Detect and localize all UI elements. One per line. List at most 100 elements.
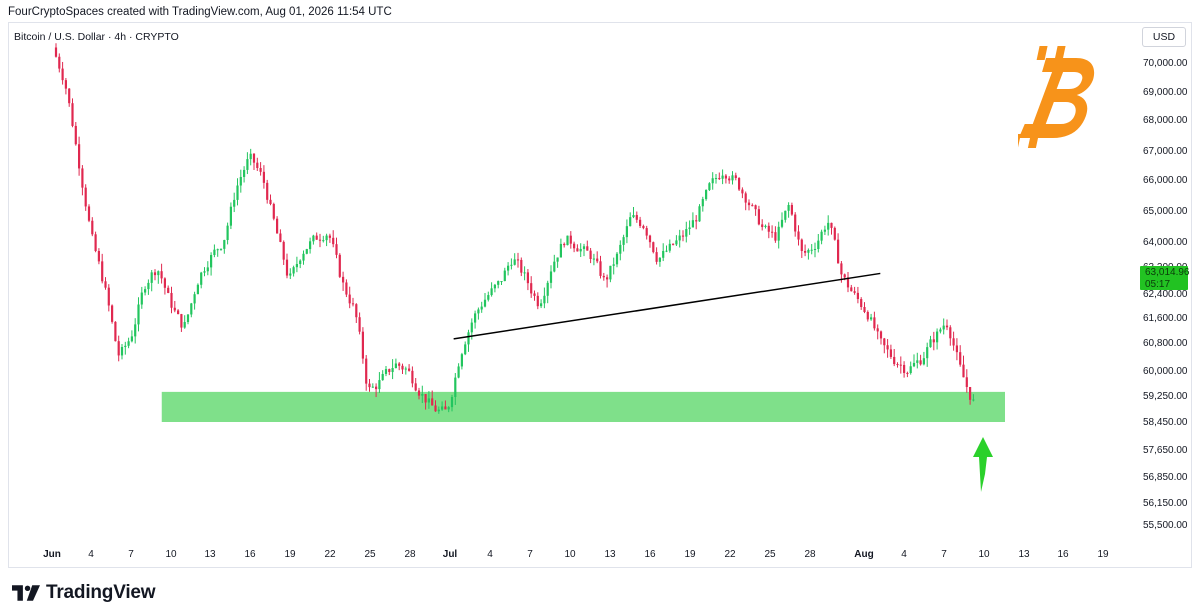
- candle-body: [226, 225, 229, 241]
- candle-body: [586, 246, 589, 251]
- candle-body: [777, 226, 780, 241]
- candle-body: [757, 209, 760, 225]
- candle-body: [833, 227, 836, 240]
- candle-body: [714, 178, 718, 180]
- candle-body: [177, 310, 180, 315]
- candle-body: [101, 261, 104, 282]
- candle-body: [645, 228, 648, 236]
- candle-body: [404, 368, 407, 370]
- candle-body: [111, 305, 114, 322]
- candle-body: [705, 190, 708, 200]
- candle-body: [754, 205, 757, 210]
- candle-body: [751, 205, 754, 207]
- candle-body: [490, 288, 493, 296]
- candle-body: [282, 241, 285, 260]
- candle-body: [213, 249, 216, 256]
- candle-body: [513, 259, 516, 265]
- candle-body: [160, 271, 163, 279]
- candle-body: [817, 240, 820, 250]
- y-tick-label: 57,650.00: [1143, 445, 1188, 456]
- candle-body: [266, 182, 269, 200]
- candle-body: [335, 244, 338, 255]
- candle-body: [124, 345, 127, 347]
- candle-body: [477, 309, 480, 314]
- candle-body: [903, 364, 906, 373]
- y-tick-label: 70,000.00: [1143, 58, 1188, 69]
- candle-body: [328, 235, 331, 238]
- currency-button[interactable]: USD: [1142, 27, 1186, 47]
- candle-body: [414, 383, 417, 391]
- candle-body: [553, 261, 556, 272]
- candle-body: [800, 239, 803, 252]
- candle-body: [437, 409, 440, 412]
- candle-body: [747, 202, 751, 206]
- candle-body: [417, 390, 421, 396]
- candle-body: [249, 153, 252, 160]
- candle-body: [866, 311, 869, 320]
- candle-body: [592, 258, 595, 260]
- candle-body: [909, 366, 912, 373]
- candle-body: [912, 362, 916, 367]
- candle-body: [708, 183, 711, 191]
- candle-body: [507, 265, 510, 271]
- x-tick-label: 10: [978, 549, 990, 560]
- candle-body: [741, 189, 744, 194]
- candle-body: [807, 249, 810, 253]
- candle-body: [929, 339, 932, 348]
- y-tick-label: 56,150.00: [1143, 498, 1188, 509]
- candle-body: [163, 278, 166, 288]
- y-tick-label: 60,000.00: [1143, 366, 1188, 377]
- candle-body: [718, 178, 721, 180]
- candle-body: [615, 253, 619, 265]
- symbol-label[interactable]: Bitcoin / U.S. Dollar · 4h · CRYPTO: [14, 31, 179, 43]
- candle-body: [573, 243, 576, 249]
- candle-body: [295, 264, 298, 268]
- candle-body: [540, 303, 543, 307]
- candle-body: [170, 292, 173, 308]
- candle-body: [889, 349, 892, 357]
- candle-body: [965, 377, 968, 388]
- candle-body: [691, 220, 694, 228]
- candle-body: [345, 282, 348, 295]
- candle-body: [299, 260, 302, 265]
- candle-body: [447, 407, 450, 410]
- candle-body: [546, 282, 549, 296]
- candle-body: [153, 272, 157, 276]
- candle-body: [200, 272, 203, 285]
- candle-body: [639, 219, 642, 226]
- candle-body: [510, 264, 513, 266]
- candle-body: [675, 240, 678, 245]
- candle-body: [820, 231, 823, 241]
- candle-body: [936, 331, 939, 343]
- candle-body: [322, 240, 325, 242]
- x-tick-label: 25: [764, 549, 776, 560]
- candle-body: [962, 364, 965, 378]
- candle-body: [955, 345, 958, 353]
- candle-body: [767, 225, 770, 232]
- x-tick-label: 22: [324, 549, 336, 560]
- chart-frame: [8, 22, 1192, 568]
- candle-body: [879, 331, 883, 339]
- y-tick-label: 56,850.00: [1143, 472, 1188, 483]
- candle-body: [853, 291, 856, 293]
- candle-body: [665, 250, 668, 252]
- candle-body: [599, 261, 602, 276]
- x-tick-label: Jul: [443, 549, 458, 560]
- candle-body: [58, 56, 61, 69]
- candle-body: [734, 175, 737, 179]
- candle-body: [896, 364, 899, 366]
- chart-caption: FourCryptoSpaces created with TradingVie…: [8, 6, 392, 18]
- candle-body: [193, 294, 196, 304]
- x-tick-label: 16: [1057, 549, 1069, 560]
- candle-body: [318, 239, 322, 241]
- candle-body: [523, 272, 526, 274]
- y-tick-label: 61,600.00: [1143, 313, 1188, 324]
- candle-body: [846, 277, 850, 288]
- candle-body: [860, 299, 863, 308]
- candle-body: [582, 246, 586, 249]
- candle-body: [635, 215, 638, 220]
- candle-body: [474, 313, 477, 323]
- candle-body: [589, 250, 592, 259]
- candle-body: [348, 294, 351, 304]
